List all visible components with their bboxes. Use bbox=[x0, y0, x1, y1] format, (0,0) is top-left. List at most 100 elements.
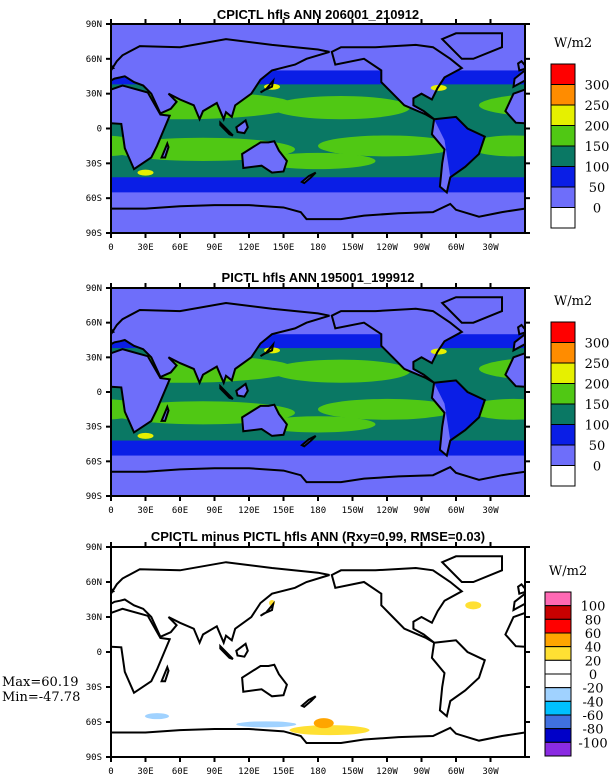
coastline-australia bbox=[241, 403, 289, 437]
x-tick-label: 180 bbox=[310, 506, 326, 516]
colorbar-label: 300 bbox=[585, 337, 610, 352]
colorbar-label: -80 bbox=[583, 723, 604, 738]
coastline-greenland bbox=[28, 33, 88, 59]
min-value-label: Min=-47.78 bbox=[2, 690, 80, 705]
y-tick-label: 30S bbox=[86, 423, 102, 433]
colorbar-box bbox=[544, 618, 572, 634]
x-tick-label: 150E bbox=[273, 243, 295, 253]
land-amazon bbox=[20, 117, 71, 177]
coastline-madagascar bbox=[160, 404, 170, 422]
x-tick-label: 60E bbox=[172, 506, 188, 516]
x-tick-label: 60W bbox=[448, 767, 465, 777]
y-tick-label: 90N bbox=[86, 543, 102, 553]
x-tick-label: 120E bbox=[238, 506, 260, 516]
coastline-australia bbox=[241, 140, 289, 174]
coastline-japan bbox=[259, 600, 275, 617]
x-tick-label: 30W bbox=[482, 767, 499, 777]
map-panel-3: 0 30E 60E 90E 120E 150E 180 150W 120W 90W 60W 30W 90… bbox=[2, 529, 608, 777]
y-tick-label: 90S bbox=[86, 229, 102, 239]
coastline-samerica bbox=[430, 639, 487, 719]
field-150-200 bbox=[0, 135, 42, 156]
land-namerica bbox=[0, 309, 48, 383]
colorbar-box bbox=[550, 465, 576, 487]
x-tick-label: 150W bbox=[342, 506, 364, 516]
coastline-nz bbox=[300, 695, 317, 708]
colorbar-label: 300 bbox=[585, 79, 610, 94]
land-amazon bbox=[434, 116, 485, 178]
colorbar-box bbox=[550, 63, 576, 85]
y-tick-label: 60N bbox=[86, 319, 102, 329]
coastline-africa bbox=[111, 348, 172, 434]
colorbar-box bbox=[550, 166, 576, 188]
x-tick-label: 90W bbox=[413, 506, 430, 516]
equatorial-band bbox=[111, 122, 525, 132]
land-samerica bbox=[18, 117, 71, 192]
coastline-australia bbox=[241, 663, 289, 698]
coastline-samerica bbox=[430, 115, 487, 195]
coastline-greenland bbox=[28, 297, 88, 323]
land-namerica bbox=[331, 44, 462, 120]
colorbar-label: -20 bbox=[583, 682, 604, 697]
land-greenland bbox=[28, 33, 88, 59]
colorbar-box bbox=[544, 687, 572, 702]
equatorial-band bbox=[111, 386, 525, 396]
coastline-namerica bbox=[0, 45, 48, 119]
land-namerica bbox=[331, 308, 462, 383]
land-amazon bbox=[434, 380, 485, 441]
colorbar-box bbox=[550, 444, 576, 466]
colorbar-label: 50 bbox=[589, 181, 606, 196]
field-150-200 bbox=[260, 152, 376, 170]
land-greenland bbox=[28, 297, 88, 323]
colorbar: W/m2 300 250 200 150 100 50 0 bbox=[550, 294, 610, 487]
coastline-samerica bbox=[430, 379, 487, 458]
coastline-antarctica bbox=[111, 465, 525, 484]
colorbar-box bbox=[544, 659, 572, 675]
land-madagascar bbox=[576, 144, 583, 158]
colorbar-units: W/m2 bbox=[554, 36, 592, 51]
y-tick-label: 30N bbox=[86, 353, 102, 363]
colorbar-box bbox=[544, 605, 572, 620]
colorbar-label: 80 bbox=[585, 613, 602, 628]
colorbar-units: W/m2 bbox=[554, 294, 592, 309]
anomaly-positive bbox=[289, 725, 370, 736]
plot-area bbox=[0, 288, 525, 496]
x-tick-label: 0 bbox=[108, 243, 113, 253]
colorbar-box bbox=[550, 207, 576, 229]
coastline-greenland bbox=[440, 555, 503, 583]
anomaly-negative bbox=[236, 721, 297, 728]
colorbar-label: 20 bbox=[585, 654, 602, 669]
panel-title: PICTL hfls ANN 195001_199912 bbox=[222, 270, 415, 285]
map-panel-1: 0 30E 60E 90E 120E 150E 180 150W 120W 90W 60W 30W 90… bbox=[0, 7, 610, 253]
colorbar-box bbox=[544, 591, 572, 607]
land-borneo bbox=[236, 120, 248, 134]
colorbar-label: 100 bbox=[585, 419, 610, 434]
colorbar-box bbox=[544, 646, 572, 661]
x-tick-label: 60E bbox=[172, 243, 188, 253]
y-tick-label: 90S bbox=[86, 753, 102, 763]
colorbar-label: 50 bbox=[589, 439, 606, 454]
colorbar-label: 200 bbox=[585, 378, 610, 393]
colorbar-box bbox=[550, 342, 576, 364]
colorbar-box bbox=[550, 403, 576, 425]
land-eurasia bbox=[513, 334, 525, 351]
colorbar-box bbox=[550, 84, 576, 106]
anomaly-positive-strong bbox=[313, 718, 334, 729]
y-tick-label: 0 bbox=[97, 388, 102, 398]
x-tick-label: 0 bbox=[108, 506, 113, 516]
field-150-200 bbox=[272, 95, 410, 120]
coastline-borneo bbox=[235, 118, 249, 135]
coastline-greenland bbox=[440, 296, 503, 324]
colorbar-label: 60 bbox=[585, 627, 602, 642]
land-amazon bbox=[20, 380, 71, 440]
field-150-200 bbox=[0, 399, 42, 420]
field-150-200 bbox=[272, 359, 410, 383]
max-value-label: Max=60.19 bbox=[2, 675, 79, 690]
x-tick-label: 0 bbox=[108, 767, 113, 777]
x-tick-label: 120W bbox=[376, 767, 398, 777]
colorbar-label: 150 bbox=[585, 140, 610, 155]
y-tick-label: 90N bbox=[86, 20, 102, 30]
map-panel-2: 0 30E 60E 90E 120E 150E 180 150W 120W 90W 60W 30W 90… bbox=[0, 270, 610, 516]
